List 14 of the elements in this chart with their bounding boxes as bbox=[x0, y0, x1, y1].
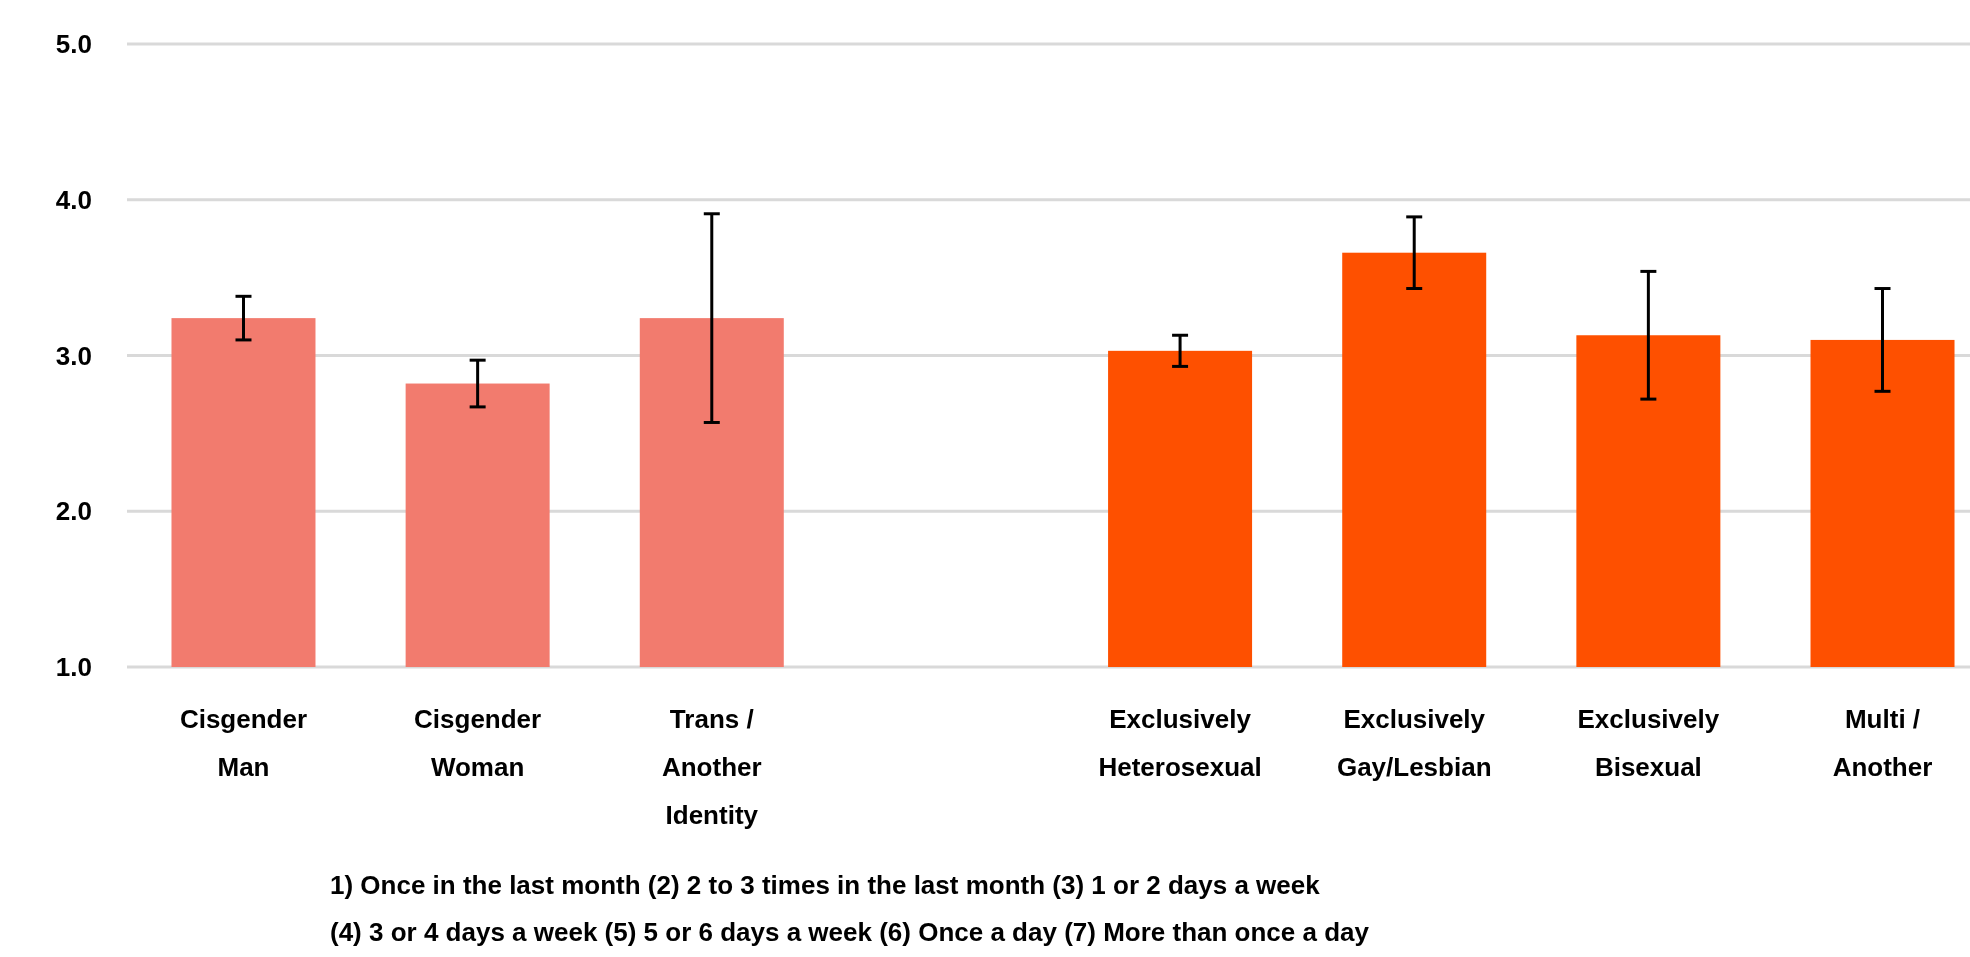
text: 1) Once in the last month (2) 2 to 3 times in the last month (3) 1 or 2 days a week bbox=[330, 870, 1321, 900]
x-tick-label: Multi / Another bbox=[1832, 704, 1933, 782]
y-tick-label: 2.0 bbox=[55, 496, 92, 527]
y-tick-label: 4.0 bbox=[55, 184, 92, 215]
x-tick-label: Trans / Another Identity bbox=[661, 704, 762, 830]
y-tick-label: 5.0 bbox=[55, 29, 92, 60]
y-tick-label: 1.0 bbox=[55, 652, 92, 683]
text: (4) 3 or 4 days a week (5) 5 or 6 days a week (6) Once a day (7) More than once a day bbox=[330, 917, 1370, 947]
x-tick-label: Cisgender Woman bbox=[414, 704, 542, 782]
y-tick-label: 3.0 bbox=[55, 340, 92, 371]
x-tick-label: Cisgender Man bbox=[179, 704, 308, 782]
x-tick-label: Exclusively Heterosexual bbox=[1098, 704, 1262, 782]
x-tick-label: Exclusively Bisexual bbox=[1577, 704, 1720, 782]
x-tick-label: Exclusively Gay/Lesbian bbox=[1336, 704, 1492, 782]
